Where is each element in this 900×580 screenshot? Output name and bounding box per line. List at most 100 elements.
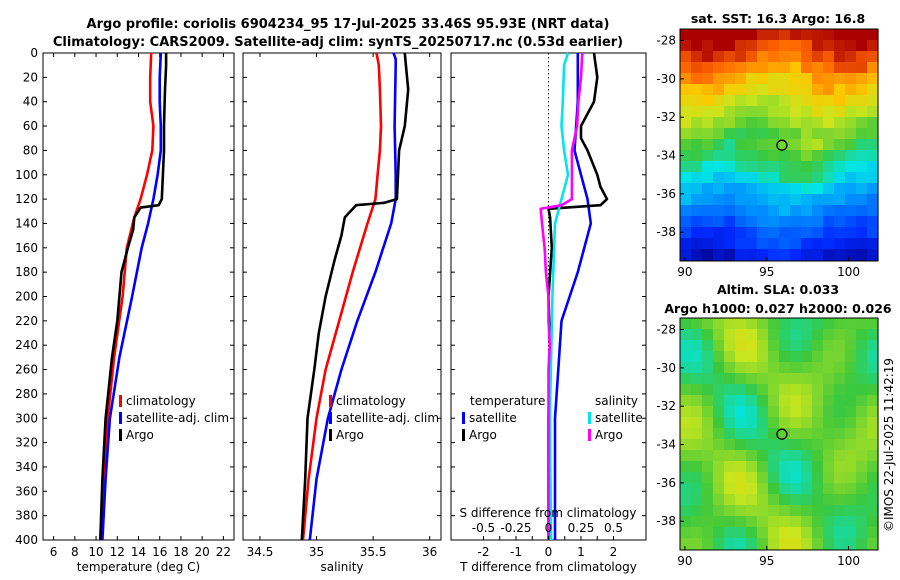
- map-cell: [845, 161, 857, 173]
- map-cell: [702, 29, 714, 41]
- map-cell: [724, 40, 736, 52]
- map-cell: [713, 29, 725, 41]
- map-cell: [713, 51, 725, 63]
- map-cell: [834, 351, 846, 363]
- map-cell: [801, 205, 813, 217]
- map-cell: [790, 95, 802, 107]
- map-cell: [713, 62, 725, 74]
- map-cell: [702, 351, 714, 363]
- depth-tick-label: 180: [15, 265, 38, 279]
- map-cell: [724, 194, 736, 206]
- map-cell: [801, 461, 813, 473]
- map-cell: [702, 95, 714, 107]
- map-cell: [691, 428, 703, 440]
- map-cell: [702, 62, 714, 74]
- map-cell: [801, 161, 813, 173]
- map-cell: [845, 139, 857, 151]
- map-cell: [768, 205, 780, 217]
- map-cell: [691, 527, 703, 539]
- map-cell: [680, 172, 692, 184]
- map-cell: [823, 461, 835, 473]
- map-cell: [779, 205, 791, 217]
- sla-map-title-line1: Altim. SLA: 0.033: [717, 282, 839, 297]
- map-cell: [856, 95, 868, 107]
- x-tick-label: 22: [216, 545, 231, 559]
- map-cell: [823, 538, 835, 550]
- map-cell: [779, 150, 791, 162]
- depth-tick-label: 320: [15, 436, 38, 450]
- map-cell: [845, 318, 857, 330]
- map-cell: [680, 527, 692, 539]
- map-cell: [856, 450, 868, 462]
- map-cell: [856, 428, 868, 440]
- map-cell: [768, 494, 780, 506]
- map-cell: [735, 516, 747, 528]
- map-frame: [679, 28, 879, 262]
- map-cell: [790, 117, 802, 129]
- map-cell: [713, 384, 725, 396]
- map-cell: [779, 395, 791, 407]
- map-cell: [691, 161, 703, 173]
- map-cell: [834, 384, 846, 396]
- map-cell: [768, 62, 780, 74]
- map-cell: [812, 29, 824, 41]
- map-cell: [790, 494, 802, 506]
- map-y-tick-label: -30: [656, 72, 676, 86]
- map-cell: [834, 483, 846, 495]
- map-cell: [724, 249, 736, 261]
- map-cell: [713, 472, 725, 484]
- map-cell: [779, 62, 791, 74]
- map-cell: [790, 461, 802, 473]
- map-cell: [757, 51, 769, 63]
- map-cell: [735, 472, 747, 484]
- depth-tick-label: 240: [15, 338, 38, 352]
- map-cell: [768, 406, 780, 418]
- legend-label: satellite: [469, 411, 517, 425]
- map-cell: [680, 227, 692, 239]
- map-cell: [757, 139, 769, 151]
- map-x-tick-label: 90: [677, 265, 692, 279]
- map-cell: [724, 183, 736, 195]
- series-line-salinity-argo: [539, 52, 584, 540]
- map-cell: [801, 106, 813, 118]
- map-cell: [790, 216, 802, 228]
- map-cell: [845, 73, 857, 85]
- map-cell: [845, 494, 857, 506]
- map-cell: [845, 227, 857, 239]
- map-cell: [823, 373, 835, 385]
- map-cell: [812, 95, 824, 107]
- map-cell: [713, 494, 725, 506]
- x-tick-label: 0: [545, 545, 553, 559]
- map-cell: [779, 362, 791, 374]
- map-cell: [801, 150, 813, 162]
- map-cell: [680, 373, 692, 385]
- map-cell: [790, 483, 802, 495]
- map-cell: [768, 538, 780, 550]
- map-cell: [713, 139, 725, 151]
- map-cell: [680, 340, 692, 352]
- map-cell: [845, 516, 857, 528]
- map-cell: [867, 428, 879, 440]
- map-cell: [768, 340, 780, 352]
- map-cell: [768, 472, 780, 484]
- map-cell: [801, 128, 813, 140]
- map-cell: [823, 29, 835, 41]
- map-y-tick-label: -28: [656, 323, 676, 337]
- map-cell: [779, 128, 791, 140]
- map-cell: [735, 227, 747, 239]
- map-cell: [812, 417, 824, 429]
- map-cell: [702, 238, 714, 250]
- map-cell: [680, 139, 692, 151]
- map-cell: [845, 373, 857, 385]
- map-cell: [680, 505, 692, 517]
- map-cell: [746, 139, 758, 151]
- map-cell: [845, 128, 857, 140]
- map-cell: [834, 40, 846, 52]
- map-cell: [713, 461, 725, 473]
- map-cell: [735, 538, 747, 550]
- map-cell: [757, 483, 769, 495]
- map-cell: [702, 362, 714, 374]
- map-cell: [779, 527, 791, 539]
- map-cell: [790, 439, 802, 451]
- map-cell: [713, 406, 725, 418]
